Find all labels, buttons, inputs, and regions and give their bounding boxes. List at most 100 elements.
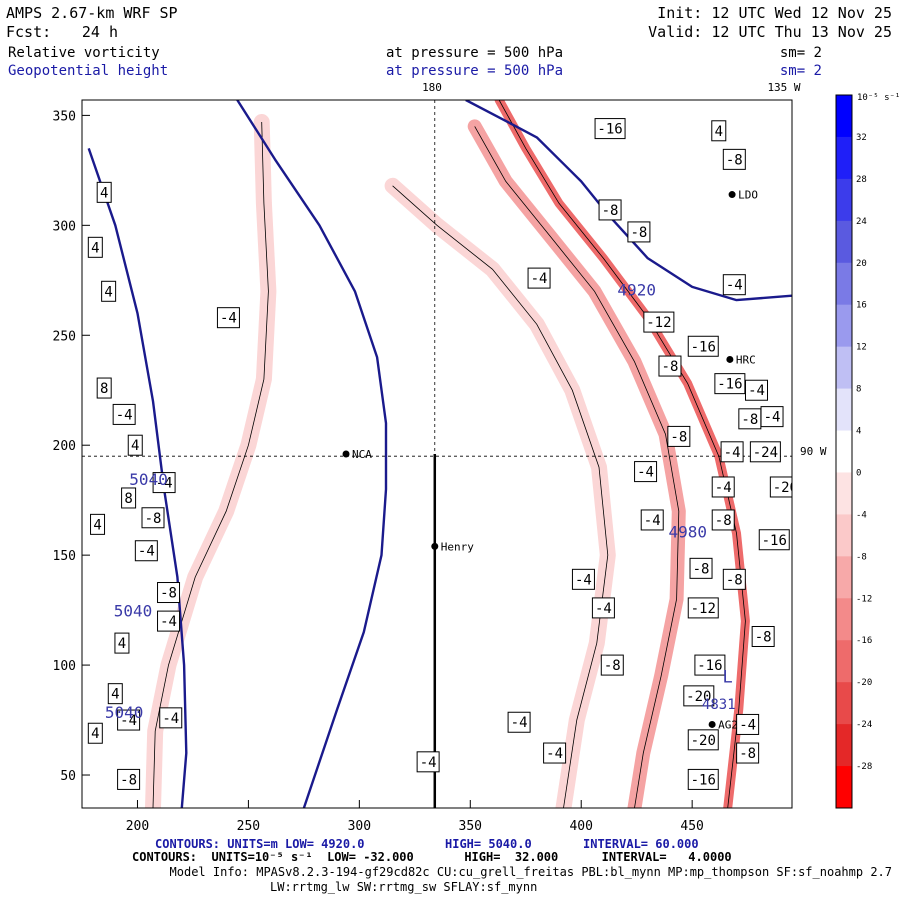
init-time: Init: 12 UTC Wed 12 Nov 25 xyxy=(657,4,892,22)
vorticity-label-box xyxy=(658,355,682,377)
station-label-ldo: LDO xyxy=(738,189,758,202)
vorticity-label-box xyxy=(157,610,181,632)
vorticity-label: -16 xyxy=(691,772,716,788)
vorticity-label: -8 xyxy=(755,629,772,645)
field-1-smoothing: sm= 2 xyxy=(780,45,822,61)
height-label-4980: 4980 xyxy=(668,523,707,542)
vorticity-label: -20 xyxy=(686,689,711,705)
vorticity-label-box xyxy=(667,425,691,447)
field-1-name: Relative vorticity xyxy=(8,45,160,61)
footer-model-info: Model Info: MPASv8.2.3-194-gf29cd82c CU:… xyxy=(170,865,892,879)
x-tick-label: 300 xyxy=(348,819,371,834)
x-tick-label: 400 xyxy=(569,819,592,834)
footer-height-interval: INTERVAL= 60.000 xyxy=(583,837,699,851)
vorticity-label-box xyxy=(687,597,719,619)
colorbar-swatch xyxy=(836,136,852,180)
vorticity-label-box xyxy=(749,441,781,463)
colorbar-tick-label: 28 xyxy=(856,175,867,185)
vorticity-label-box xyxy=(87,236,103,258)
vorticity-label-box xyxy=(107,683,123,705)
colorbar-swatch xyxy=(836,640,852,683)
vorticity-label: -12 xyxy=(646,315,671,331)
vorticity-label-box xyxy=(96,377,112,399)
colorbar-tick-label: 16 xyxy=(856,301,867,311)
vorticity-label-box xyxy=(760,406,784,428)
vorticity-label-box xyxy=(159,707,183,729)
station-marker-henry xyxy=(431,542,439,550)
vorticity-label-box xyxy=(127,434,143,456)
vorticity-label: 4 xyxy=(118,636,126,652)
colorbar-tick-label: -8 xyxy=(856,552,867,562)
vorticity-label-box xyxy=(543,742,567,764)
vorticity-label: 4 xyxy=(131,438,139,454)
vorticity-label-box xyxy=(751,625,775,647)
footer-vorticity-contours: CONTOURS: UNITS=10⁻⁵ s⁻¹ LOW= -32.000 HI… xyxy=(132,850,732,864)
vorticity-label: -4 xyxy=(511,715,528,731)
valid-time: Valid: 12 UTC Thu 13 Nov 25 xyxy=(648,23,892,41)
vorticity-label: -4 xyxy=(160,614,177,630)
vorticity-label-box xyxy=(134,540,158,562)
colorbar-swatch xyxy=(836,598,852,641)
vorticity-label-box xyxy=(687,335,719,357)
vorticity-label: -4 xyxy=(116,407,133,423)
vorticity-label-box xyxy=(112,403,136,425)
colorbar-swatch xyxy=(836,556,852,599)
colorbar-swatch xyxy=(836,304,852,348)
colorbar-tick-label: -28 xyxy=(856,762,872,772)
y-tick-label: 250 xyxy=(53,329,76,344)
y-tick-label: 50 xyxy=(60,769,76,784)
station-marker-ag2 xyxy=(708,720,716,728)
colorbar-swatch xyxy=(836,95,852,138)
vorticity-label-box xyxy=(720,441,744,463)
vorticity-label-box xyxy=(758,529,790,551)
y-tick-label: 350 xyxy=(53,109,76,124)
vorticity-label: -16 xyxy=(691,339,716,355)
vorticity-label-box xyxy=(157,582,181,604)
colorbar-tick-label: -4 xyxy=(856,510,867,520)
lon-180-label: 180 xyxy=(422,81,442,94)
vorticity-label: -16 xyxy=(717,377,742,393)
height-label-5040: 5040 xyxy=(105,703,144,722)
height-label-5040: 5040 xyxy=(114,602,153,621)
vorticity-label: -8 xyxy=(693,561,710,577)
vorticity-label: 4 xyxy=(91,726,99,742)
field-2-name: Geopotential height xyxy=(8,63,168,79)
low-value: 4831 xyxy=(702,697,736,713)
station-marker-nca xyxy=(342,450,350,458)
vorticity-label-box xyxy=(711,120,727,142)
vorticity-label: -4 xyxy=(162,711,179,727)
vorticity-label: 8 xyxy=(124,491,132,507)
station-label-nca: NCA xyxy=(352,448,372,461)
vorticity-label-box xyxy=(416,751,440,773)
footer-physics: LW:rrtmg_lw SW:rrtmg_sw SFLAY:sf_mynn xyxy=(270,880,537,894)
footer-height-contours: CONTOURS: UNITS=m LOW= 4920.0 xyxy=(155,837,365,851)
vorticity-label-box xyxy=(101,280,117,302)
vorticity-label: -8 xyxy=(662,359,679,375)
colorbar-swatch xyxy=(836,388,852,432)
vorticity-label: 8 xyxy=(100,381,108,397)
colorbar-swatch xyxy=(836,262,852,306)
station-label-ag2: AG2 xyxy=(718,718,738,731)
vorticity-label: 4 xyxy=(111,687,119,703)
vorticity-label-box xyxy=(121,487,137,509)
vorticity-label: -8 xyxy=(741,412,758,428)
vorticity-label-box xyxy=(722,274,746,296)
vorticity-label-box xyxy=(141,507,165,529)
vorticity-label-box xyxy=(745,379,768,401)
vorticity-label: -16 xyxy=(762,533,787,549)
station-marker-hrc xyxy=(726,355,734,363)
low-marker: L xyxy=(723,668,733,688)
colorbar-frame xyxy=(835,94,853,809)
vorticity-label-box xyxy=(711,509,735,531)
vorticity-label-box xyxy=(643,311,675,333)
colorbar-tick-label: -20 xyxy=(856,678,872,688)
vorticity-label: -4 xyxy=(120,713,137,729)
vorticity-label: -4 xyxy=(637,465,654,481)
station-label-henry: Henry xyxy=(441,540,474,553)
lon-135w-label: 135 W xyxy=(767,81,800,94)
colorbar-swatch xyxy=(836,178,852,222)
vorticity-label: -8 xyxy=(602,203,619,219)
forecast-label: Fcst: xyxy=(6,23,51,41)
vorticity-label: -4 xyxy=(138,544,155,560)
